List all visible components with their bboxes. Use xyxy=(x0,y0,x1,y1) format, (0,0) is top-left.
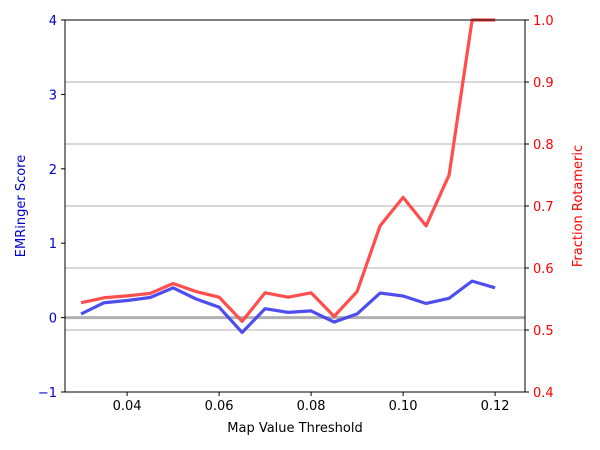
y-right-tick-label: 0.8 xyxy=(533,138,554,153)
y-right-tick-label: 0.6 xyxy=(533,262,554,277)
y-right-tick-label: 0.4 xyxy=(533,386,554,401)
series-layer xyxy=(80,18,496,335)
y-axis-left: −1 0 1 2 3 4 xyxy=(38,14,65,401)
y-right-tick-label: 0.9 xyxy=(533,76,554,91)
y-left-tick-label: 4 xyxy=(49,14,57,29)
y-right-tick-label: 1.0 xyxy=(533,14,554,29)
y-left-tick-label: 0 xyxy=(49,312,57,327)
series-line-emringer-score xyxy=(80,279,496,335)
y-left-tick-label: 3 xyxy=(49,88,57,103)
x-tick-label: 0.12 xyxy=(481,399,510,414)
y-right-tick-label: 0.7 xyxy=(533,200,554,215)
x-tick-label: 0.04 xyxy=(113,399,142,414)
x-tick-label: 0.06 xyxy=(205,399,234,414)
y-right-tick-label: 0.5 xyxy=(533,324,554,339)
y-left-tick-label: 2 xyxy=(49,163,57,178)
x-tick-label: 0.10 xyxy=(389,399,418,414)
y-axis-left-label: EMRinger Score xyxy=(14,155,29,257)
y-left-tick-label: 1 xyxy=(49,237,57,252)
x-axis-label: Map Value Threshold xyxy=(227,421,362,436)
grid-lines xyxy=(65,19,525,393)
y-axis-right: 0.4 0.5 0.6 0.7 0.8 0.9 1.0 xyxy=(525,14,554,401)
x-tick-label: 0.08 xyxy=(297,399,326,414)
y-axis-right-label: Fraction Rotameric xyxy=(571,145,586,267)
series-line-fraction-rotameric xyxy=(80,18,496,323)
y-left-tick-label: −1 xyxy=(38,386,57,401)
x-axis: 0.04 0.06 0.08 0.10 0.12 xyxy=(113,392,510,414)
